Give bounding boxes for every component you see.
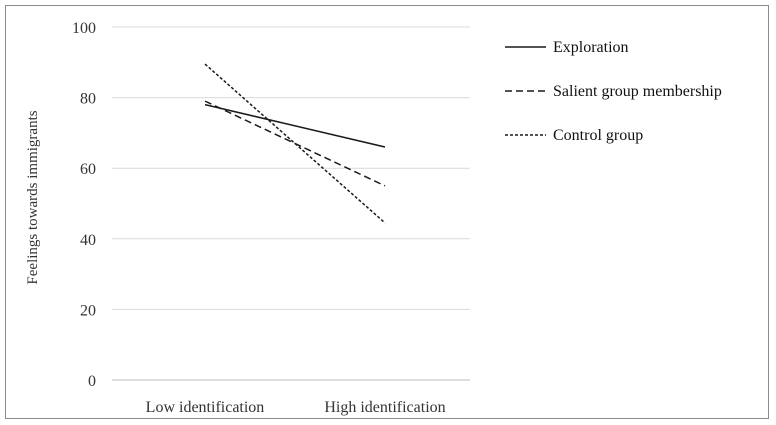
x-tick-label: Low identification — [146, 399, 265, 416]
y-tick-label: 80 — [80, 91, 96, 108]
y-tick-label: 0 — [88, 373, 96, 390]
legend-label: Exploration — [553, 39, 629, 56]
y-axis-tick-labels: 0 20 40 60 80 100 — [72, 20, 96, 390]
x-tick-label: High identification — [324, 399, 445, 416]
legend-label: Control group — [553, 127, 643, 144]
y-tick-label: 40 — [80, 232, 96, 249]
y-tick-label: 100 — [72, 20, 96, 37]
legend: Exploration Salient group membership Contr… — [505, 39, 722, 144]
gridlines — [112, 26, 470, 381]
series-line — [204, 103, 386, 148]
chart-frame — [5, 5, 769, 419]
y-tick-label: 60 — [80, 161, 96, 178]
series-line — [204, 63, 386, 224]
y-tick-label: 20 — [80, 302, 96, 319]
y-axis-title: Feelings towards immigrants — [25, 110, 41, 284]
x-axis-tick-labels: Low identification High identification — [146, 399, 446, 416]
legend-label: Salient group membership — [553, 83, 722, 100]
series-lines — [204, 63, 386, 224]
